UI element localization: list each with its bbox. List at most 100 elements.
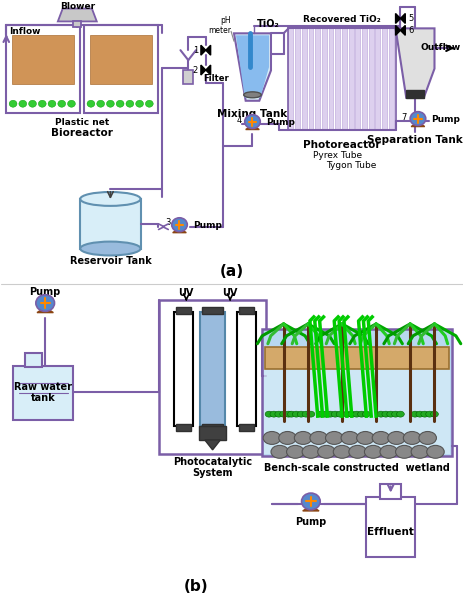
Text: Blower: Blower bbox=[60, 2, 95, 11]
Text: 4: 4 bbox=[236, 116, 241, 125]
Bar bbox=[175, 424, 191, 431]
Ellipse shape bbox=[294, 431, 312, 444]
Bar bbox=[73, 22, 81, 28]
Text: Pump: Pump bbox=[266, 118, 295, 127]
Ellipse shape bbox=[387, 411, 394, 417]
Text: UV: UV bbox=[222, 288, 238, 298]
Bar bbox=[25, 353, 42, 367]
Ellipse shape bbox=[333, 446, 351, 458]
Bar bbox=[262, 329, 452, 456]
Ellipse shape bbox=[58, 100, 65, 107]
Bar bbox=[200, 312, 225, 426]
Ellipse shape bbox=[36, 295, 55, 311]
Ellipse shape bbox=[377, 411, 385, 417]
Polygon shape bbox=[234, 34, 271, 101]
Ellipse shape bbox=[302, 446, 319, 458]
Text: 1: 1 bbox=[193, 46, 198, 55]
Ellipse shape bbox=[372, 431, 390, 444]
Ellipse shape bbox=[396, 446, 413, 458]
Text: Pump: Pump bbox=[431, 115, 460, 124]
Polygon shape bbox=[201, 46, 206, 55]
Bar bbox=[349, 28, 354, 129]
Ellipse shape bbox=[292, 411, 300, 417]
Ellipse shape bbox=[363, 411, 370, 417]
Text: Photocatalytic
System: Photocatalytic System bbox=[173, 457, 252, 479]
Bar bbox=[389, 28, 394, 129]
Ellipse shape bbox=[348, 411, 356, 417]
Bar bbox=[356, 28, 360, 129]
Ellipse shape bbox=[410, 111, 426, 126]
Text: pH
meter: pH meter bbox=[208, 16, 231, 35]
Polygon shape bbox=[206, 46, 210, 55]
Bar bbox=[12, 35, 74, 84]
Polygon shape bbox=[396, 25, 401, 35]
Text: 7: 7 bbox=[401, 113, 407, 122]
Ellipse shape bbox=[19, 100, 27, 107]
Bar bbox=[175, 307, 191, 314]
Ellipse shape bbox=[416, 411, 424, 417]
Bar bbox=[183, 70, 193, 84]
Bar bbox=[90, 35, 152, 84]
Bar bbox=[199, 426, 226, 440]
Ellipse shape bbox=[80, 241, 141, 255]
Bar bbox=[289, 28, 293, 129]
Ellipse shape bbox=[343, 411, 351, 417]
Text: Mixing Tank: Mixing Tank bbox=[218, 108, 288, 119]
Ellipse shape bbox=[380, 446, 398, 458]
Bar bbox=[6, 25, 80, 113]
Text: 6: 6 bbox=[408, 26, 414, 35]
Ellipse shape bbox=[421, 411, 428, 417]
Polygon shape bbox=[401, 25, 405, 35]
Bar bbox=[302, 28, 307, 129]
Ellipse shape bbox=[392, 411, 400, 417]
Polygon shape bbox=[205, 440, 220, 450]
Text: Pump: Pump bbox=[193, 221, 222, 230]
Text: Bench-scale constructed  wetland: Bench-scale constructed wetland bbox=[264, 462, 449, 473]
Ellipse shape bbox=[326, 431, 343, 444]
Ellipse shape bbox=[284, 411, 292, 417]
Ellipse shape bbox=[327, 411, 334, 417]
Text: Reservoir Tank: Reservoir Tank bbox=[70, 256, 151, 267]
Text: Outflow: Outflow bbox=[420, 43, 461, 52]
Bar bbox=[382, 28, 387, 129]
Text: Tygon Tube: Tygon Tube bbox=[327, 161, 377, 170]
Bar bbox=[80, 199, 141, 249]
Bar bbox=[173, 312, 193, 426]
Text: Recovered TiO₂: Recovered TiO₂ bbox=[303, 15, 381, 24]
Ellipse shape bbox=[419, 431, 437, 444]
Bar bbox=[265, 347, 449, 368]
Bar bbox=[342, 28, 347, 129]
Polygon shape bbox=[58, 8, 97, 22]
Text: Inflow: Inflow bbox=[9, 27, 41, 36]
Text: Separation Tank: Separation Tank bbox=[367, 135, 463, 146]
Ellipse shape bbox=[411, 411, 419, 417]
Polygon shape bbox=[396, 14, 401, 23]
Bar bbox=[239, 307, 255, 314]
Bar bbox=[239, 424, 255, 431]
Ellipse shape bbox=[382, 411, 390, 417]
Text: Effluent: Effluent bbox=[367, 527, 414, 537]
Ellipse shape bbox=[349, 446, 366, 458]
Bar bbox=[84, 25, 158, 113]
Bar bbox=[13, 365, 73, 420]
Polygon shape bbox=[206, 65, 210, 75]
Ellipse shape bbox=[279, 431, 296, 444]
Ellipse shape bbox=[116, 100, 124, 107]
Ellipse shape bbox=[263, 431, 281, 444]
Text: TiO₂: TiO₂ bbox=[256, 19, 279, 29]
Ellipse shape bbox=[146, 100, 153, 107]
Ellipse shape bbox=[302, 411, 310, 417]
Bar bbox=[202, 424, 223, 431]
Ellipse shape bbox=[331, 411, 339, 417]
Bar bbox=[202, 307, 223, 314]
Text: Photoreactor: Photoreactor bbox=[303, 140, 381, 150]
Ellipse shape bbox=[244, 92, 261, 98]
Bar bbox=[380, 483, 401, 500]
Ellipse shape bbox=[288, 411, 295, 417]
Ellipse shape bbox=[317, 411, 325, 417]
Text: (b): (b) bbox=[184, 579, 209, 594]
Bar bbox=[237, 312, 256, 426]
Polygon shape bbox=[246, 125, 259, 129]
Ellipse shape bbox=[336, 411, 344, 417]
Ellipse shape bbox=[353, 411, 361, 417]
